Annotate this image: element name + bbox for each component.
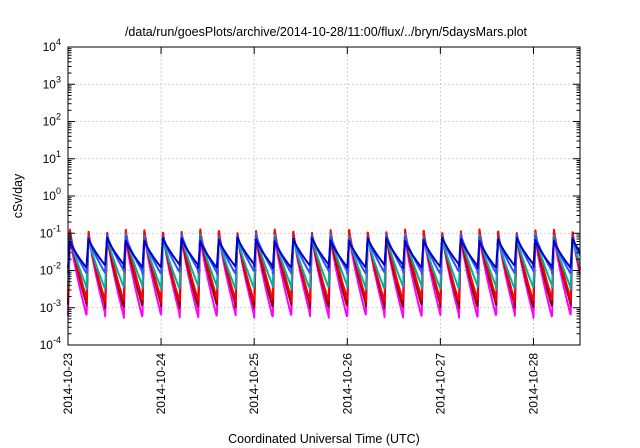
y-axis: 10-4 10-3 10-2 10-1 100 101 102 103 104 <box>40 37 580 352</box>
y-tick-label: 101 <box>43 149 61 166</box>
chart-title: /data/run/goesPlots/archive/2014-10-28/1… <box>125 25 528 39</box>
y-tick-label: 100 <box>43 186 61 203</box>
x-axis-label: Coordinated Universal Time (UTC) <box>228 432 420 446</box>
series-group <box>67 228 581 319</box>
y-tick-label: 10-1 <box>40 223 61 240</box>
series-line <box>67 228 581 303</box>
y-tick-label: 10-2 <box>40 261 61 278</box>
y-tick-label: 103 <box>43 74 61 91</box>
y-tick-label: 10-4 <box>40 335 61 352</box>
x-tick-label: 2014-10-25 <box>247 353 261 415</box>
y-tick-label: 102 <box>43 112 61 129</box>
y-tick-label: 104 <box>43 37 61 54</box>
y-axis-label: cSv/day <box>11 173 25 218</box>
x-tick-label: 2014-10-26 <box>340 353 354 415</box>
x-axis: 2014-10-23 2014-10-24 2014-10-25 2014-10-26… <box>61 47 540 414</box>
series-line <box>67 231 581 319</box>
x-tick-label: 2014-10-28 <box>526 353 540 415</box>
x-tick-label: 2014-10-24 <box>154 353 168 415</box>
x-tick-label: 2014-10-23 <box>61 353 75 415</box>
series-line <box>67 236 581 270</box>
y-tick-label: 10-3 <box>40 298 61 315</box>
series-line <box>67 233 581 275</box>
series-line <box>67 232 581 291</box>
x-tick-label: 2014-10-27 <box>433 353 447 415</box>
